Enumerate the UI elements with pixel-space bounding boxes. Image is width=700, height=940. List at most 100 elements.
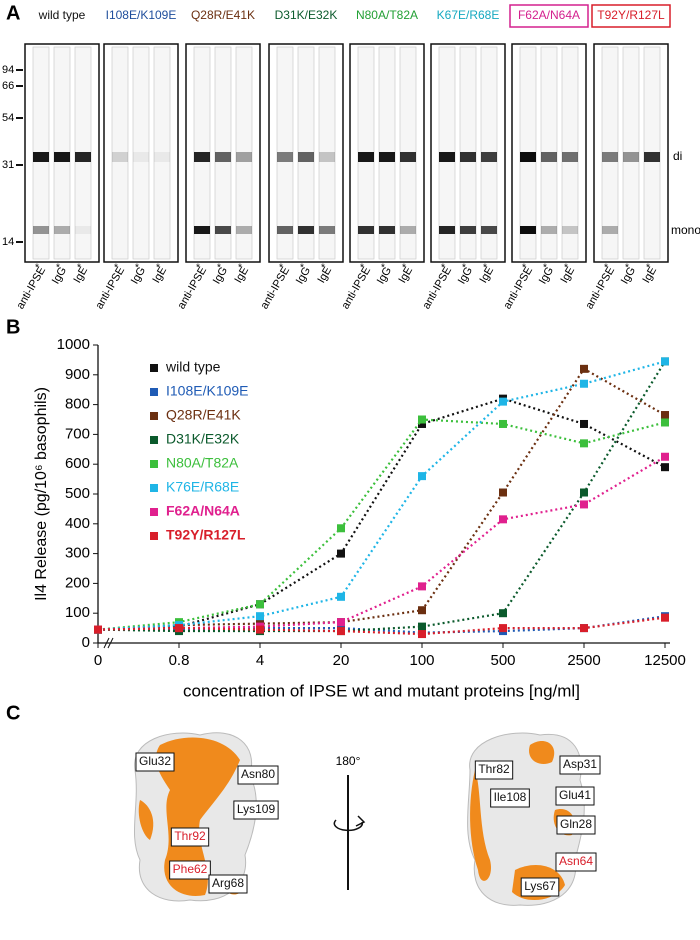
legend-swatch <box>150 364 158 372</box>
asterisk: * <box>156 263 160 274</box>
residue-box <box>135 752 175 772</box>
band-mono <box>215 226 231 234</box>
y-tick-label: 100 <box>65 604 90 621</box>
asterisk: * <box>381 263 385 274</box>
band-label: di <box>673 149 682 163</box>
band-mono <box>439 226 455 234</box>
band-di <box>236 152 252 162</box>
panel-label: C <box>6 702 20 724</box>
gel-lane <box>111 46 129 260</box>
y-tick-label: 700 <box>65 425 90 442</box>
x-tick-label: 500 <box>490 652 515 669</box>
group-name: K67E/R68E <box>437 8 500 22</box>
y-tick-label: 1000 <box>57 336 90 353</box>
legend-swatch <box>150 508 158 516</box>
y-axis-label: Il4 Release (pg/10⁶ basophils) <box>33 387 50 601</box>
y-tick-label: 900 <box>65 366 90 383</box>
legend-label: F62A/N64A <box>166 503 240 519</box>
band-di <box>481 152 497 162</box>
asterisk: * <box>522 263 526 274</box>
legend-label: K76E/R68E <box>166 479 239 495</box>
rotation-label: 180° <box>336 754 361 768</box>
series-line <box>97 455 666 631</box>
data-point <box>580 364 588 373</box>
data-point <box>661 613 669 622</box>
band-di <box>644 152 660 162</box>
y-tick-label: 800 <box>65 396 90 413</box>
data-point <box>256 600 264 609</box>
residue-tag: Glu32 <box>135 752 175 772</box>
data-point <box>499 488 507 497</box>
group-name: D31K/E32K <box>275 8 338 22</box>
legend-label: T92Y/R127L <box>166 527 246 543</box>
asterisk: * <box>196 263 200 274</box>
residue-box <box>170 827 210 847</box>
residue-box <box>490 788 530 808</box>
legend-swatch <box>150 412 158 420</box>
legend-swatch <box>150 532 158 540</box>
residue-box <box>520 877 560 897</box>
data-point <box>661 418 669 427</box>
legend-label: wild type <box>165 359 221 375</box>
residue-tag: Ile108 <box>490 788 530 808</box>
band-di <box>298 152 314 162</box>
x-tick-label: 0.8 <box>169 652 190 669</box>
y-tick-label: 0 <box>82 634 90 651</box>
band-mono <box>75 226 91 234</box>
asterisk: * <box>35 263 39 274</box>
band-label: mono <box>671 223 700 237</box>
band-mono <box>33 226 49 234</box>
residue-box <box>474 760 514 780</box>
asterisk: * <box>217 263 221 274</box>
asterisk: * <box>604 263 608 274</box>
gel-lane <box>235 46 253 260</box>
series-line <box>97 418 666 631</box>
x-tick-label: 2500 <box>567 652 600 669</box>
residue-label: Glu41 <box>559 788 591 802</box>
residue-box <box>555 786 595 806</box>
panel-label: B <box>6 316 20 338</box>
gel-lane <box>622 46 640 260</box>
group-name: T92Y/R127L <box>597 8 665 22</box>
band-di <box>400 152 416 162</box>
asterisk: * <box>625 263 629 274</box>
data-point <box>661 452 669 461</box>
series-line <box>97 360 666 631</box>
residue-tag: Lys67 <box>520 877 560 897</box>
residue-label: Thr92 <box>174 829 206 843</box>
band-di <box>319 152 335 162</box>
residue-box <box>556 815 596 835</box>
group-name: I108E/K109E <box>106 8 177 22</box>
residue-tag: Thr82 <box>474 760 514 780</box>
band-di <box>194 152 210 162</box>
lane-label: anti-IPSE <box>93 265 127 311</box>
residue-tag: Lys109 <box>233 800 279 820</box>
data-point <box>337 524 345 533</box>
data-point <box>337 627 345 636</box>
data-point <box>499 397 507 406</box>
gel-lane <box>318 46 336 260</box>
band-di <box>541 152 557 162</box>
residue-label: Lys109 <box>237 802 276 816</box>
asterisk: * <box>56 263 60 274</box>
data-point <box>661 463 669 472</box>
residue-label: Phe62 <box>173 862 208 876</box>
residue-label: Gln28 <box>560 817 592 831</box>
data-point <box>418 415 426 424</box>
band-mono <box>54 226 70 234</box>
band-mono <box>602 226 618 234</box>
data-point <box>337 549 345 558</box>
lane-label: anti-IPSE <box>14 265 48 311</box>
x-tick-label: 12500 <box>644 652 686 669</box>
residue-box <box>555 852 597 872</box>
residue-box <box>208 874 248 894</box>
x-axis-label: concentration of IPSE wt and mutant prot… <box>183 681 580 700</box>
data-point <box>256 625 264 634</box>
residue-label: Ile108 <box>494 790 527 804</box>
legend-swatch <box>150 388 158 396</box>
band-mono <box>400 226 416 234</box>
residue-tag: Arg68 <box>208 874 248 894</box>
band-mono <box>460 226 476 234</box>
gel-lane <box>153 46 171 260</box>
legend-label: I108E/K109E <box>166 383 249 399</box>
